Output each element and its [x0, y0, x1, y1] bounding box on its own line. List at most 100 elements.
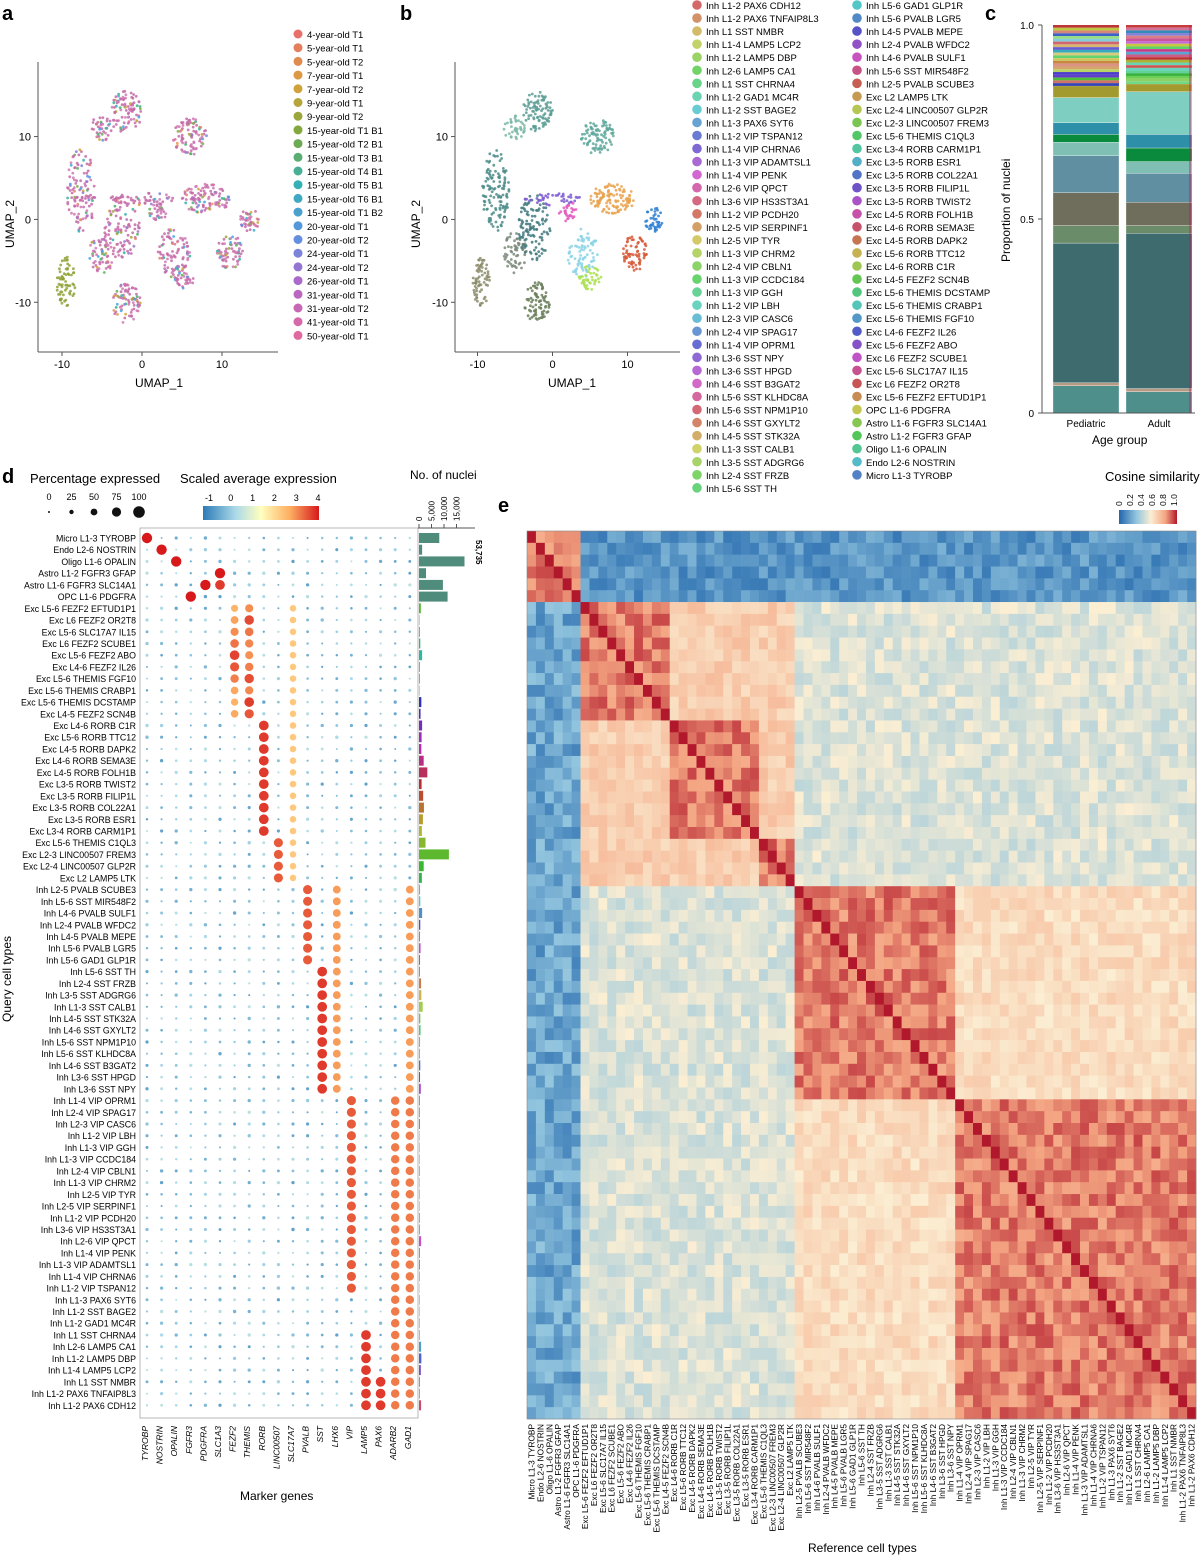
heatmap-cell [901, 531, 911, 544]
expression-dot [277, 1099, 280, 1102]
expression-dot [364, 1263, 368, 1266]
expression-dot [320, 782, 324, 786]
expression-dot [145, 818, 149, 821]
umap-point [649, 226, 653, 230]
expression-dot [247, 876, 251, 880]
umap-point [111, 238, 115, 242]
heatmap-cell [1142, 625, 1152, 638]
umap-point [244, 219, 248, 222]
expression-dot [218, 1146, 222, 1149]
expression-dot [215, 580, 225, 590]
expression-dot [405, 1248, 415, 1258]
heatmap-cell [705, 613, 715, 627]
heatmap-cell [589, 637, 599, 650]
umap-point [129, 235, 133, 239]
heatmap-cell [812, 613, 822, 627]
umap-point [538, 90, 542, 94]
umap-point [231, 235, 235, 239]
umap-point [197, 192, 200, 195]
heatmap-cell [696, 625, 706, 638]
expression-dot [146, 548, 148, 551]
umap-point [531, 298, 535, 302]
umap-point [605, 205, 609, 208]
umap-point [517, 242, 521, 246]
heatmap-cell [669, 590, 679, 603]
heatmap-cell [1062, 578, 1072, 591]
expression-dot [320, 1274, 324, 1278]
umap-point [509, 245, 513, 249]
expression-dot [175, 1005, 178, 1008]
umap-point [248, 217, 252, 221]
row-label: Exc L5-6 FEZF2 ABO [51, 651, 136, 661]
heatmap-cell [660, 590, 671, 603]
nuclei-bar [419, 591, 448, 602]
heatmap-cell [955, 602, 965, 615]
expression-dot [335, 1356, 339, 1360]
nuclei-tick-label: 0 [415, 516, 424, 521]
stacked-bar-segment [1126, 75, 1192, 79]
legend-swatch [293, 193, 303, 203]
umap-point [111, 210, 115, 213]
expression-dot [393, 630, 397, 634]
row-label: Inh L2-5 PVALB SCUBE3 [36, 885, 136, 895]
expression-dot [262, 677, 266, 680]
umap-point [150, 212, 153, 216]
umap-point [65, 287, 69, 290]
heatmap-cell [1026, 637, 1036, 650]
umap-point [583, 245, 586, 249]
stacked-bar-segment [1126, 59, 1192, 63]
heatmap-cell [901, 661, 911, 674]
expression-dot [335, 747, 338, 751]
umap-point [126, 195, 129, 199]
legend-label: Inh L1-2 VIP LBH [706, 301, 780, 312]
heatmap-cell [794, 602, 804, 615]
expression-dot [189, 1169, 193, 1173]
expression-dot [364, 1134, 368, 1138]
expression-dot [174, 1204, 178, 1208]
expression-dot [276, 1368, 280, 1372]
heatmap-cell [812, 542, 822, 555]
expression-dot [408, 876, 412, 880]
umap-point [90, 212, 94, 216]
heatmap-cell [767, 531, 778, 544]
expression-dot [218, 1368, 222, 1372]
umap-point [496, 229, 500, 232]
heatmap-cell [571, 637, 581, 650]
expression-dot [145, 583, 149, 587]
umap-point [651, 221, 655, 225]
umap-point [473, 293, 477, 297]
umap-point [108, 209, 112, 213]
expression-dot [350, 1322, 353, 1325]
heatmap-cell [999, 590, 1009, 603]
x-tick-label: -10 [54, 359, 70, 371]
umap-point [531, 257, 534, 261]
umap-point [610, 143, 613, 146]
heatmap-cell [750, 637, 760, 650]
heatmap-cell [750, 625, 760, 638]
heatmap-cell [1071, 554, 1081, 567]
row-label: Exc L5-6 THEMIS FGF10 [36, 674, 136, 684]
heatmap-cell [821, 602, 831, 615]
expression-dot [289, 745, 297, 753]
row-label: Inh L1-3 PAX6 SYT6 [55, 1295, 136, 1305]
umap-point [611, 204, 615, 208]
expression-dot [160, 1228, 164, 1231]
expression-dot [189, 1345, 193, 1349]
umap-point [101, 122, 105, 126]
heatmap-cell [634, 613, 644, 627]
expression-dot [218, 1286, 222, 1290]
size-legend-dot [48, 511, 50, 513]
expression-dot [244, 662, 254, 672]
expression-dot [174, 618, 178, 622]
heatmap-cell [625, 531, 635, 544]
expression-dot [393, 864, 397, 868]
heatmap-cell [1026, 531, 1036, 544]
heatmap-cell [857, 613, 867, 627]
umap-point [161, 253, 165, 257]
heatmap-cell [527, 602, 537, 615]
expression-dot [379, 783, 382, 786]
expression-dot [159, 606, 164, 610]
color-legend: -1 0 1 2 3 4 [205, 493, 321, 503]
expression-dot [393, 853, 397, 856]
heatmap-cell [946, 578, 956, 591]
